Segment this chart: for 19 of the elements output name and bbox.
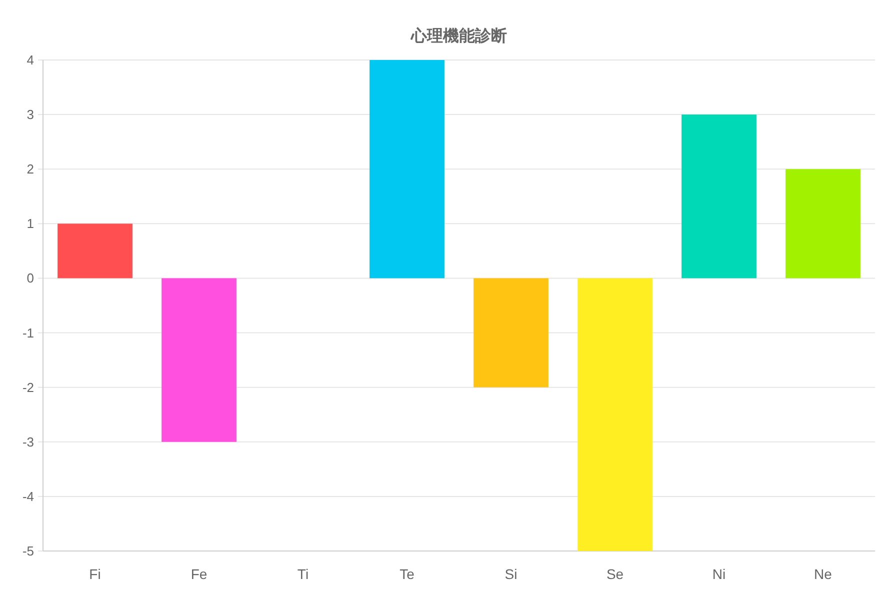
y-tick-label: -1 — [22, 325, 34, 340]
x-tick-label: Ni — [712, 566, 726, 582]
y-tick-label: -3 — [22, 434, 34, 450]
x-tick-label: Se — [606, 566, 624, 582]
y-tick-label: -5 — [22, 544, 34, 558]
y-tick-label: 2 — [26, 162, 34, 177]
y-tick-label: -4 — [22, 488, 34, 504]
x-tick-label: Fi — [89, 566, 101, 582]
y-tick-label: 4 — [26, 52, 34, 68]
x-tick-label: Ti — [297, 566, 309, 582]
y-tick-label: 3 — [26, 107, 34, 122]
y-tick-label: 1 — [26, 216, 34, 232]
x-tick-label: Fe — [190, 566, 208, 582]
y-tick-label: 0 — [26, 270, 34, 286]
chart-title: 心理機能診断 — [410, 26, 507, 45]
x-tick-label: Si — [504, 566, 518, 582]
y-tick-label: -2 — [22, 380, 34, 395]
x-tick-label: Te — [400, 566, 415, 582]
x-tick-label: Ne — [814, 566, 832, 582]
